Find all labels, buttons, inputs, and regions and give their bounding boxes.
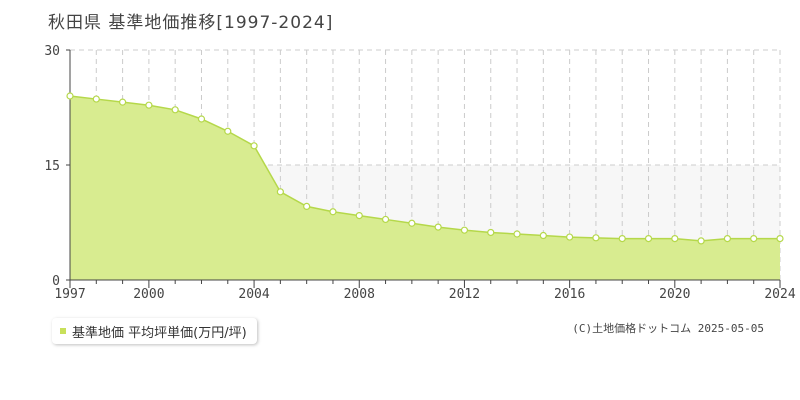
data-point [750, 235, 758, 243]
data-point [776, 235, 784, 243]
area-chart: 1997 2000 2004 2008 2012 2016 2020 2024 0 15 30 [44, 44, 795, 302]
data-point [487, 228, 495, 237]
data-point [171, 106, 179, 114]
data-point [197, 115, 206, 123]
data-point [381, 215, 390, 224]
data-point [329, 208, 337, 216]
chart-title: 秋田県 基準地価推移[1997-2024] [48, 13, 334, 33]
data-point [66, 92, 74, 100]
data-point [355, 212, 363, 220]
data-point [408, 219, 416, 227]
label-layer: 1997 2000 2004 2008 2012 2016 2020 2024 0 15 30 [44, 44, 795, 302]
data-point [92, 95, 100, 103]
data-point [566, 233, 574, 241]
data-point [697, 237, 705, 245]
data-point [118, 98, 127, 106]
data-point [644, 235, 653, 243]
data-point [513, 230, 521, 238]
y-tick-label: 30 [44, 44, 60, 59]
data-point [723, 235, 732, 243]
series-area [70, 96, 780, 280]
x-tick-label: 2000 [133, 287, 164, 302]
data-point [618, 235, 626, 243]
data-point [250, 142, 258, 150]
data-point [434, 223, 442, 231]
data-point [539, 231, 547, 240]
area-layer [69, 95, 780, 280]
copyright-text: (C)土地価格ドットコム 2025-05-05 [572, 322, 764, 335]
series-line [69, 95, 780, 242]
legend-label: 基準地価 平均坪単価(万円/坪) [72, 325, 247, 341]
y-tick-label: 15 [44, 159, 60, 174]
data-point [671, 235, 679, 243]
y-tick-label: 0 [52, 274, 60, 289]
data-point [276, 188, 284, 196]
data-point [592, 234, 600, 242]
data-point [303, 202, 311, 210]
x-tick-label: 2004 [238, 287, 269, 302]
x-tick-label: 1997 [54, 287, 85, 302]
x-tick-label: 2012 [449, 287, 480, 302]
data-point [145, 101, 153, 109]
legend-swatch [60, 328, 66, 334]
x-tick-label: 2016 [554, 287, 585, 302]
x-tick-label: 2008 [344, 287, 375, 302]
point-layer [66, 92, 784, 245]
x-tick-label: 2024 [764, 287, 795, 302]
legend: 基準地価 平均坪単価(万円/坪) [52, 318, 257, 344]
data-point [460, 226, 469, 234]
x-tick-label: 2020 [659, 287, 690, 302]
data-point [224, 127, 232, 135]
axis-layer [66, 49, 781, 288]
